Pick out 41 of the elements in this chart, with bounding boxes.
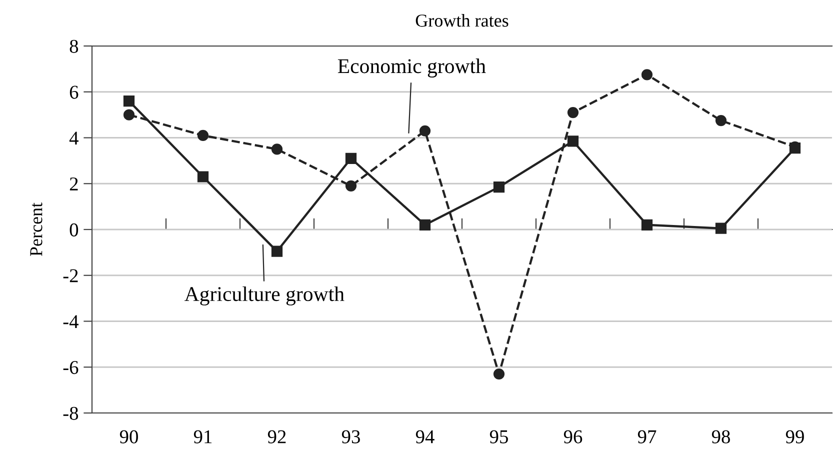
y-tick-label: 6 [70,86,78,99]
y-tick-label: 0 [70,223,78,236]
point [493,182,505,193]
point [493,368,505,380]
y-tick-label: -4 [63,315,79,328]
point [197,171,209,182]
point [567,136,579,147]
x-tick-label: 91 [194,430,212,444]
x-tick-label: 90 [120,430,138,444]
point [715,114,727,126]
y-tick-label: 2 [70,177,78,190]
point [123,95,135,107]
point [345,180,357,192]
y-tick-label: -8 [63,406,78,420]
point [271,144,283,155]
point [123,109,135,120]
chart-title: Growth rates [416,14,508,27]
annotation: Economic growth [338,58,486,78]
point [715,222,727,234]
x-tick-label: 99 [786,430,804,444]
point [641,69,653,80]
point [271,246,283,257]
annotation: Agriculture growth [184,286,344,306]
x-tick-label: 98 [712,430,730,444]
y-axis-title: Percent [30,202,42,256]
point [419,219,431,230]
point [419,125,431,136]
x-tick-label: 93 [342,430,360,444]
point [345,152,357,164]
x-tick-label: 96 [564,430,582,444]
point [567,106,579,118]
x-tick-label: 94 [416,430,434,444]
x-tick-label: 95 [490,430,508,444]
y-tick-label: -6 [63,360,78,374]
y-tick-label: 8 [70,40,78,53]
x-tick-label: 97 [638,430,656,444]
y-tick-label: 4 [69,132,78,144]
point [197,130,209,142]
point [641,219,653,230]
y-tick-label: -2 [63,269,78,282]
x-tick-label: 92 [268,430,286,444]
